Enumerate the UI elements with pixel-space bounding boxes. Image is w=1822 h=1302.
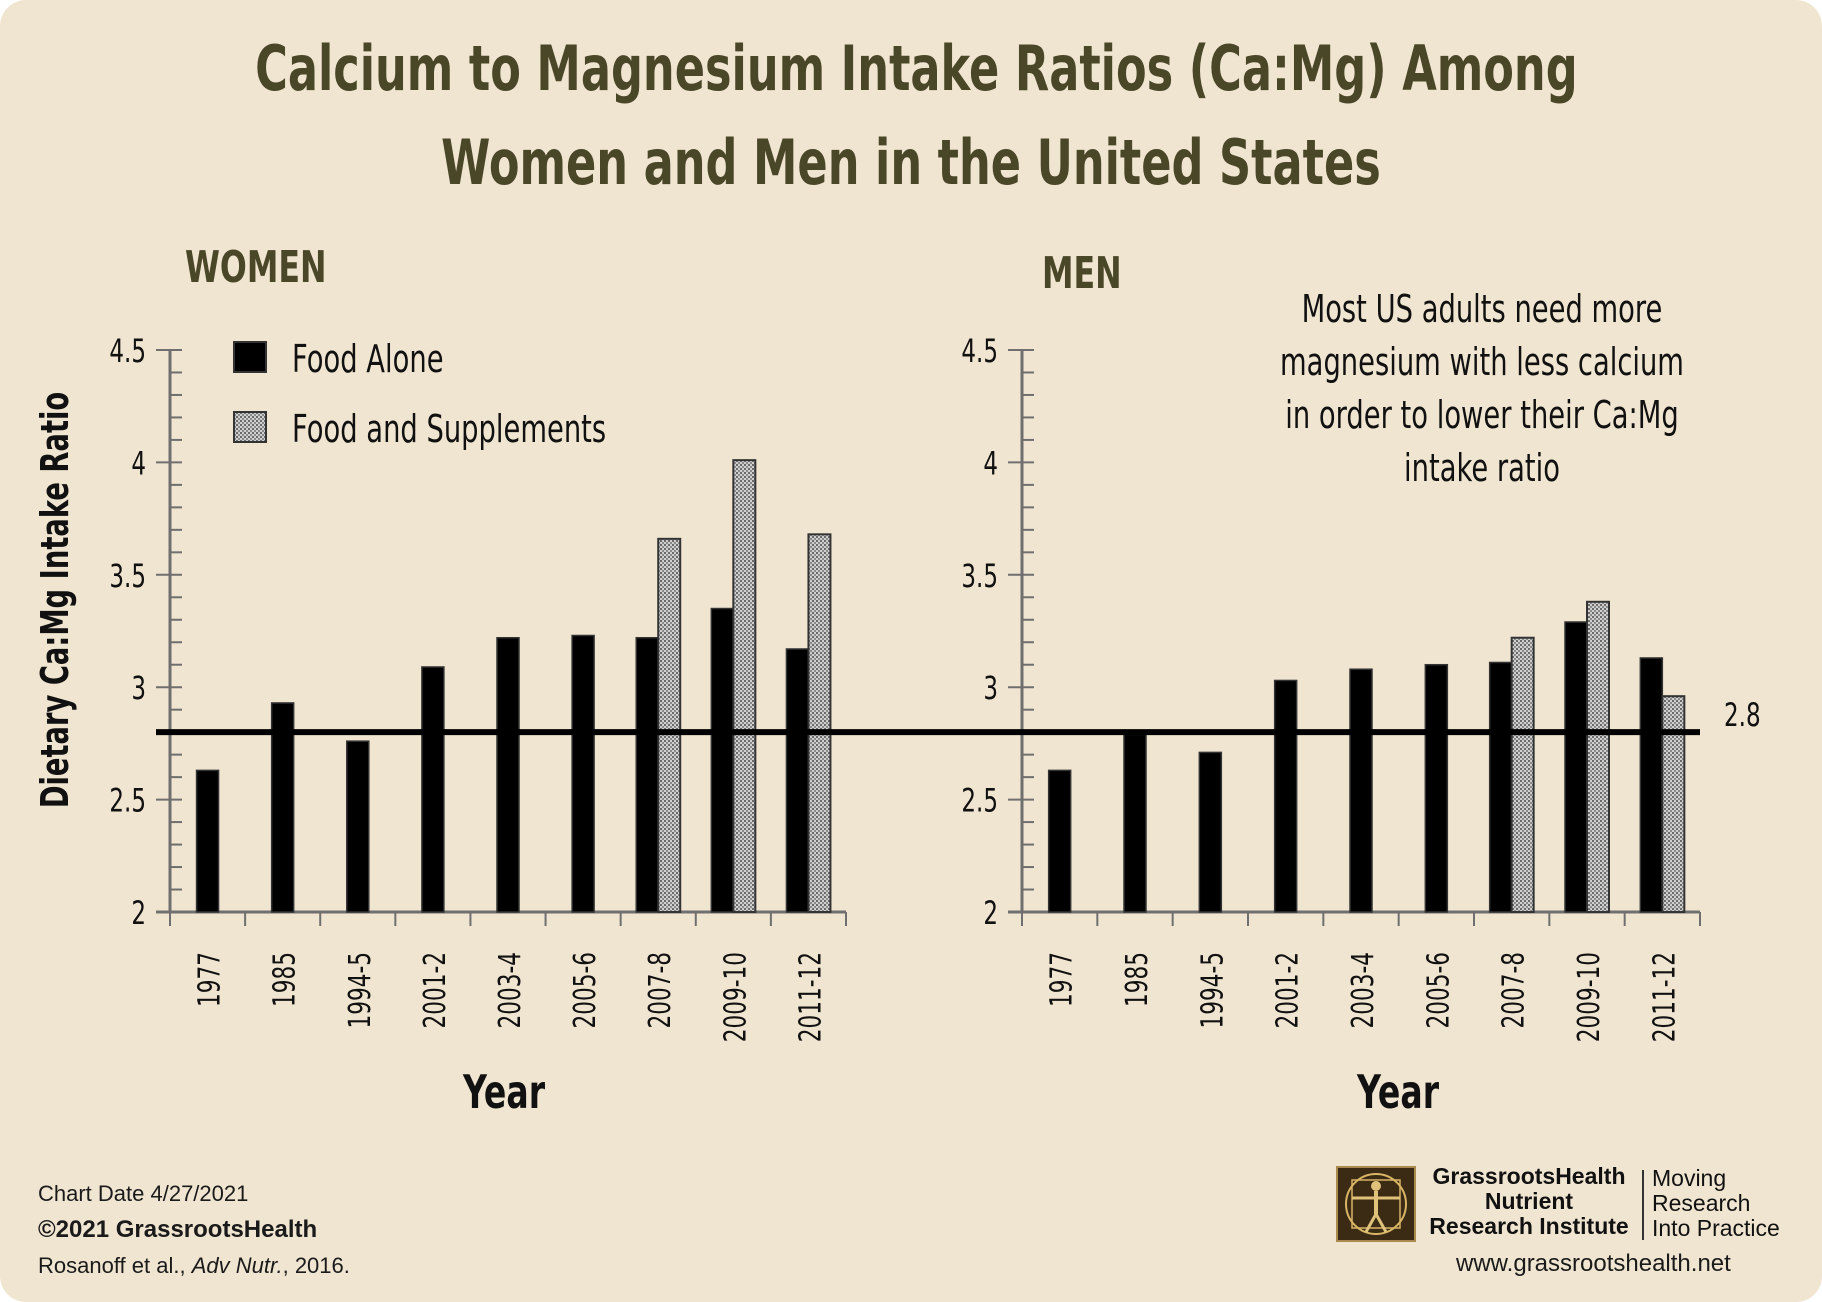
bar-food-alone — [421, 666, 445, 913]
bar-food-alone — [1488, 661, 1513, 913]
bar-food-and-supplements — [1510, 636, 1535, 914]
y-tick-label: 4 — [983, 445, 998, 483]
tagline-line: Research — [1652, 1190, 1751, 1216]
logo-name-line: GrassrootsHealth — [1432, 1163, 1626, 1189]
logo: GrassrootsHealth Nutrient Research Insti… — [1336, 1164, 1786, 1244]
reference-line-label: 2.8 — [1724, 696, 1761, 734]
bar-food-alone — [1424, 663, 1449, 913]
y-tick-label: 4 — [131, 445, 146, 483]
legend-swatch-food-alone — [233, 341, 267, 373]
x-axis-label: Year — [1356, 1067, 1439, 1120]
x-tick-label: 1994-5 — [343, 952, 377, 1028]
annotation-line: magnesium with less calcium — [1280, 339, 1684, 384]
y-tick-label: 2.5 — [961, 782, 998, 820]
legend-swatch-food-and-supplements — [233, 411, 267, 443]
x-tick-label: 1977 — [1045, 952, 1079, 1007]
bar-food-alone — [635, 636, 659, 913]
title-line-2: Women and Men in the United States — [441, 126, 1381, 199]
bar-food-and-supplements — [1586, 600, 1610, 913]
bar-food-and-supplements — [732, 459, 757, 913]
bar-food-alone — [346, 740, 370, 913]
y-tick-label: 4.5 — [109, 332, 146, 370]
x-tick-label: 2011-12 — [794, 952, 828, 1042]
x-tick-label: 2007-8 — [1497, 952, 1531, 1028]
annotation-line: Most US adults need more — [1302, 286, 1663, 331]
logo-divider — [1642, 1170, 1644, 1240]
legend-label: Food Alone — [292, 336, 444, 381]
x-tick-label: 2009-10 — [1573, 952, 1607, 1042]
tagline-line: Into Practice — [1652, 1215, 1780, 1241]
bar-food-alone — [1047, 769, 1072, 913]
y-axis-label: Dietary Ca:Mg Intake Ratio — [32, 392, 77, 808]
x-tick-label: 2007-8 — [644, 952, 678, 1028]
chart-date: Chart Date 4/27/2021 — [38, 1181, 249, 1206]
x-tick-label: 2001-2 — [418, 952, 452, 1028]
logo-name: GrassrootsHealth Nutrient Research Insti… — [1424, 1164, 1634, 1239]
bar-food-alone — [195, 769, 220, 913]
y-tick-label: 2.5 — [109, 782, 146, 820]
title-line-1: Calcium to Magnesium Intake Ratios (Ca:M… — [255, 32, 1578, 105]
bar-food-alone — [1639, 657, 1664, 913]
bar-food-alone — [785, 648, 810, 913]
citation-authors: Rosanoff et al., — [38, 1253, 192, 1278]
logo-name-line: Nutrient — [1484, 1188, 1574, 1214]
bar-food-alone — [270, 702, 295, 913]
copyright: ©2021 GrassrootsHealth — [38, 1216, 318, 1243]
panel-title: MEN — [1042, 248, 1122, 300]
x-tick-label: 2003-4 — [494, 952, 528, 1028]
y-tick-label: 3 — [983, 669, 998, 707]
bar-food-alone — [1349, 668, 1373, 913]
chart-title: Calcium to Magnesium Intake Ratios (Ca:M… — [255, 22, 1578, 210]
x-tick-label: 2009-10 — [719, 952, 753, 1042]
x-tick-label: 2001-2 — [1271, 952, 1305, 1028]
bar-food-alone — [1273, 679, 1298, 913]
footer-credits: Chart Date 4/27/2021 ©2021 GrassrootsHea… — [38, 1176, 350, 1284]
bar-food-and-supplements — [807, 533, 832, 913]
tagline-line: Moving — [1652, 1165, 1727, 1191]
annotation-line: intake ratio — [1404, 445, 1560, 490]
bar-food-alone — [710, 607, 735, 913]
x-axis-label: Year — [462, 1067, 545, 1120]
logo-name-line: Research Institute — [1429, 1213, 1629, 1239]
y-tick-label: 3 — [131, 669, 146, 707]
bar-food-alone — [1198, 751, 1223, 913]
x-tick-label: 2003-4 — [1347, 952, 1381, 1028]
legend-label: Food and Supplements — [292, 406, 606, 451]
citation: Rosanoff et al., Adv Nutr., 2016. — [38, 1248, 350, 1284]
bar-food-and-supplements — [1661, 695, 1686, 914]
bar-food-alone — [1123, 733, 1147, 913]
x-tick-label: 2011-12 — [1648, 952, 1682, 1042]
y-tick-label: 3.5 — [109, 557, 146, 595]
y-tick-label: 3.5 — [961, 557, 998, 595]
bar-food-alone — [496, 636, 520, 913]
y-tick-label: 2 — [131, 894, 146, 932]
annotation-line: in order to lower their Ca:Mg — [1285, 392, 1678, 437]
x-tick-label: 2005-6 — [1422, 952, 1456, 1028]
vitruvian-man-icon — [1336, 1166, 1416, 1242]
panel-title: WOMEN — [185, 242, 327, 294]
x-tick-label: 2005-6 — [569, 952, 603, 1028]
citation-year: , 2016. — [282, 1253, 350, 1278]
y-tick-label: 2 — [983, 894, 998, 932]
x-tick-label: 1985 — [1121, 952, 1155, 1007]
bar-food-alone — [571, 634, 595, 913]
bar-food-alone — [1564, 621, 1588, 913]
x-tick-label: 1977 — [193, 952, 227, 1007]
website-link[interactable]: www.grassrootshealth.net — [1456, 1250, 1731, 1277]
citation-journal: Adv Nutr. — [191, 1253, 283, 1278]
x-tick-label: 1985 — [268, 952, 302, 1007]
y-tick-label: 4.5 — [961, 332, 998, 370]
bar-food-and-supplements — [657, 537, 682, 913]
x-tick-label: 1994-5 — [1196, 952, 1230, 1028]
logo-tagline: Moving Research Into Practice — [1652, 1166, 1780, 1241]
